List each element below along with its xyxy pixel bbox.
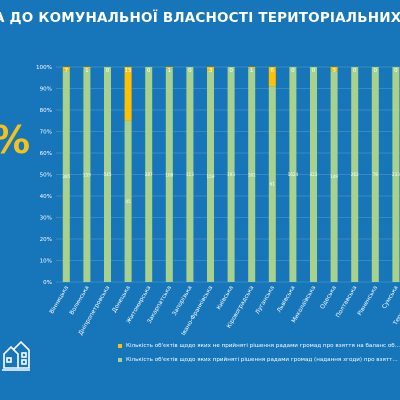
x-category-label: Донецька [112, 285, 132, 314]
bar-accepted [289, 67, 297, 282]
bar-not-accepted [83, 67, 91, 69]
data-label-not-accepted: 6 [271, 68, 275, 74]
y-tick-label: 80% [40, 108, 52, 114]
bar-accepted [145, 67, 153, 282]
x-category-label: Львівська [276, 285, 296, 314]
data-label-accepted: 159 [207, 174, 215, 179]
data-label-accepted: 1624 [288, 172, 299, 177]
data-label-not-accepted: 0 [394, 68, 398, 74]
data-label-accepted: 385 [62, 174, 70, 179]
data-label-accepted: 113 [186, 172, 194, 177]
bar-not-accepted [330, 67, 338, 72]
bar-accepted [62, 70, 70, 282]
bar-accepted [186, 67, 194, 282]
data-label-not-accepted: 1 [250, 68, 254, 74]
data-label-not-accepted: 0 [291, 68, 295, 74]
data-label-not-accepted: 1 [168, 68, 172, 74]
data-label-accepted: 287 [145, 172, 153, 177]
bar-accepted [104, 67, 111, 282]
data-label-not-accepted: 0 [106, 68, 110, 74]
bar-accepted [248, 68, 256, 282]
legend-swatch [118, 343, 122, 348]
percent-decoration: % [0, 118, 30, 162]
bar-not-accepted [268, 67, 276, 87]
x-category-label: Сумська [382, 285, 400, 310]
legend-entry: Кількість об'єктів щодо яких не прийняті… [118, 343, 400, 349]
y-tick-label: 70% [40, 130, 52, 136]
y-tick-label: 100% [36, 65, 52, 71]
data-label-accepted: 545 [104, 172, 112, 177]
bar-not-accepted [165, 67, 173, 69]
legend-swatch [118, 357, 122, 362]
data-label-not-accepted: 0 [147, 68, 151, 74]
x-category-label: Київська [216, 285, 235, 311]
data-label-not-accepted: 0 [312, 68, 316, 74]
chart-title-text: А ДО КОМУНАЛЬНОЇ ВЛАСНОСТІ ТЕРИТОРІАЛЬНИ… [0, 10, 400, 26]
data-label-accepted: 61 [270, 182, 276, 187]
data-label-not-accepted: 0 [374, 68, 378, 74]
data-label-accepted: 149 [330, 174, 338, 179]
y-tick-label: 60% [40, 151, 52, 157]
data-label-not-accepted: 0 [188, 68, 192, 74]
data-label-accepted: 322 [310, 172, 318, 177]
data-label-accepted: 262 [351, 172, 359, 177]
data-label-not-accepted: 7 [65, 68, 69, 74]
bar-not-accepted [62, 67, 70, 71]
bar-accepted [207, 70, 214, 283]
bar-not-accepted [124, 67, 132, 121]
bar-accepted [330, 71, 338, 282]
chart-title: А ДО КОМУНАЛЬНОЇ ВЛАСНОСТІ ТЕРИТОРІАЛЬНИ… [0, 8, 400, 30]
data-label-accepted: 193 [227, 172, 235, 177]
bar-accepted [371, 67, 379, 282]
data-label-accepted: 233 [392, 172, 400, 177]
y-tick-label: 20% [40, 237, 52, 243]
data-label-not-accepted: 0 [229, 68, 233, 74]
bar-accepted [392, 67, 400, 282]
bar-accepted [227, 67, 235, 282]
bar-accepted [83, 68, 91, 282]
bar-accepted [165, 68, 173, 282]
x-category-label: Полтавська [335, 285, 358, 319]
bar-accepted [124, 120, 132, 282]
bar-not-accepted [248, 67, 256, 69]
y-tick-label: 10% [40, 259, 52, 265]
legend-entry: Кількість об'єктів щодо яких прийняті рі… [118, 357, 400, 363]
data-label-not-accepted: 0 [353, 68, 357, 74]
data-label-not-accepted: 3 [332, 68, 336, 74]
legend-label: Кількість об'єктів щодо яких прийняті рі… [126, 357, 398, 363]
data-label-accepted: 78 [373, 172, 379, 177]
bar-not-accepted [207, 67, 214, 71]
x-category-label: Одеська [320, 285, 338, 311]
y-tick-label: 30% [40, 216, 52, 222]
y-tick-label: 90% [40, 87, 52, 93]
bar-accepted [268, 86, 276, 283]
data-label-accepted: 45 [125, 199, 131, 204]
legend-label: Кількість об'єктів щодо яких не прийняті… [126, 343, 400, 349]
houses-icon [2, 340, 30, 371]
data-label-accepted: 159 [83, 173, 91, 178]
x-category-label: Волинська [69, 285, 91, 316]
data-label-accepted: 161 [248, 173, 256, 178]
data-label-not-accepted: 3 [209, 68, 213, 74]
x-category-label: Запорізька [172, 285, 194, 317]
x-category-label: Рівненська [357, 285, 379, 317]
y-tick-label: 50% [40, 173, 52, 179]
y-tick-label: 0% [43, 280, 52, 286]
data-label-not-accepted: 1 [85, 68, 89, 74]
bar-accepted [351, 67, 359, 282]
bar-accepted [310, 67, 317, 282]
data-label-accepted: 168 [165, 173, 173, 178]
x-category-label: Луганська [255, 285, 276, 316]
data-label-not-accepted: 15 [125, 68, 133, 74]
x-category-label: Вінницька [49, 285, 70, 316]
y-tick-label: 40% [40, 194, 52, 200]
